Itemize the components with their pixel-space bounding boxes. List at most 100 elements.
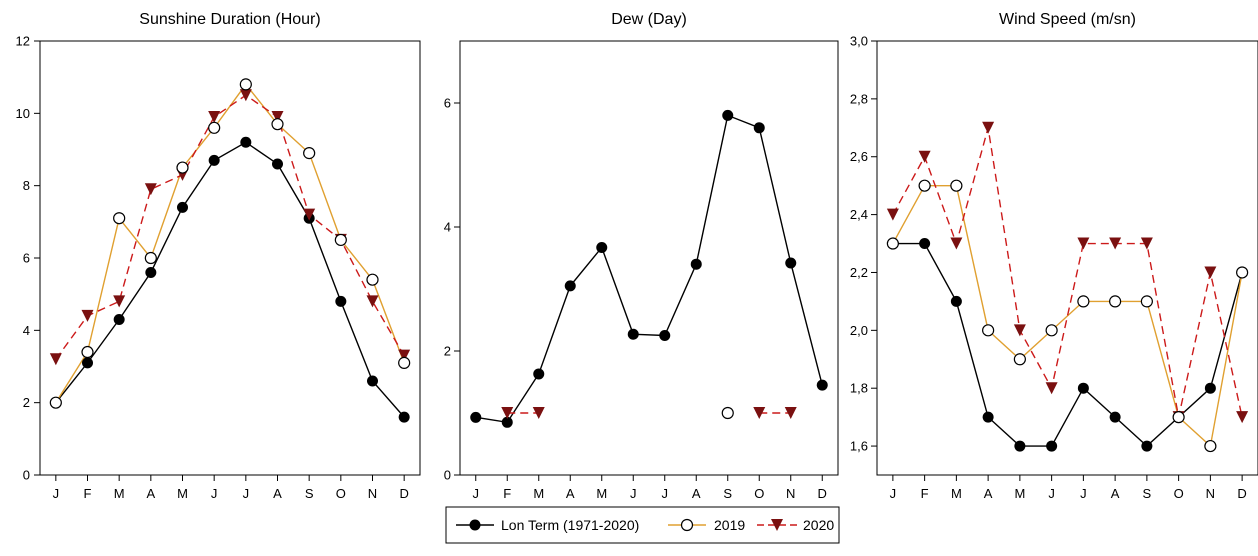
x-tick-label: J xyxy=(473,486,480,501)
point-long_term xyxy=(1077,382,1089,394)
x-tick-label: N xyxy=(786,486,795,501)
y-tick-label: 2,8 xyxy=(850,91,868,106)
point-y2019 xyxy=(398,356,411,369)
x-tick-label: A xyxy=(692,486,701,501)
x-tick-label: D xyxy=(399,486,408,501)
x-tick-label: J xyxy=(630,486,637,501)
y-tick-label: 2,4 xyxy=(850,207,868,222)
legend-2020-label: 2020 xyxy=(803,517,834,533)
x-tick-label: A xyxy=(566,486,575,501)
x-tick-label: A xyxy=(146,486,155,501)
point-long_term xyxy=(627,328,639,340)
legend-2020-marker xyxy=(771,519,783,531)
y-tick-label: 1,6 xyxy=(850,439,868,454)
x-tick-label: F xyxy=(503,486,511,501)
point-y2020 xyxy=(49,353,62,366)
point-long_term xyxy=(1014,440,1026,452)
y-tick-label: 2 xyxy=(23,395,30,410)
point-y2019 xyxy=(144,251,157,265)
point-long_term xyxy=(272,158,283,170)
point-long_term xyxy=(367,375,378,387)
point-y2020 xyxy=(1236,411,1249,424)
point-y2019 xyxy=(366,273,379,286)
chart-panels: Sunshine Duration (Hour) 0 2 4 6 8 10 12 J F M A M J J… xyxy=(16,11,1258,501)
y-tick-label: 6 xyxy=(444,96,451,111)
y-tick-label: 6 xyxy=(23,251,30,266)
chart-title: Wind Speed (m/sn) xyxy=(999,11,1136,28)
point-y2020 xyxy=(239,89,252,102)
point-y2019 xyxy=(950,179,963,192)
y-tick-label: 2,6 xyxy=(850,149,868,164)
x-tick-label: O xyxy=(754,486,764,501)
point-y2020 xyxy=(1077,237,1090,250)
point-y2020 xyxy=(398,349,411,362)
chart-panel-3: Wind Speed (m/sn) 1,6 1,8 2,0 2,2 2,4 2,6 2,8 3,… xyxy=(850,11,1258,501)
point-y2020 xyxy=(81,309,94,322)
point-long_term xyxy=(919,238,931,250)
point-y2020 xyxy=(784,407,797,419)
y-tick-label: 4 xyxy=(444,220,451,235)
point-long_term xyxy=(1141,440,1153,452)
point-y2020 xyxy=(1204,266,1217,279)
x-tick-label: J xyxy=(243,486,250,501)
point-long_term xyxy=(1046,440,1058,452)
x-tick-label: M xyxy=(596,486,607,501)
legend-long-term-label: Lon Term (1971-2020) xyxy=(501,517,639,533)
series-line-long_term xyxy=(55,141,405,418)
series-line-long_term xyxy=(475,114,823,424)
series-line-y2020 xyxy=(55,94,405,360)
point-long_term xyxy=(1204,382,1216,394)
point-y2020 xyxy=(950,237,963,250)
point-y2020 xyxy=(501,407,514,419)
x-tick-label: J xyxy=(53,486,60,501)
point-long_term xyxy=(722,109,734,121)
point-y2020 xyxy=(1140,237,1153,250)
y-tick-label: 12 xyxy=(16,34,30,49)
point-long_term xyxy=(398,411,410,423)
point-long_term xyxy=(1109,411,1121,423)
x-tick-label: M xyxy=(1014,486,1025,501)
point-y2019 xyxy=(49,396,62,409)
chart-title: Sunshine Duration (Hour) xyxy=(139,11,320,28)
x-tick-label: J xyxy=(211,486,218,501)
point-y2020 xyxy=(1045,382,1058,395)
point-y2019 xyxy=(1140,295,1153,308)
point-long_term xyxy=(982,411,994,423)
point-long_term xyxy=(785,257,797,269)
x-tick-label: M xyxy=(533,486,544,501)
legend-long-term-marker xyxy=(469,519,481,531)
point-y2020 xyxy=(918,150,931,163)
point-long_term xyxy=(470,411,482,423)
x-tick-label: F xyxy=(921,486,929,501)
point-y2020 xyxy=(144,183,157,196)
legend-2019-marker xyxy=(680,518,694,532)
y-tick-label: 4 xyxy=(23,323,30,338)
point-y2020 xyxy=(113,295,126,308)
series-line-y2020 xyxy=(892,127,1243,418)
point-long_term xyxy=(240,136,252,148)
point-long_term xyxy=(177,201,188,213)
x-tick-label: M xyxy=(114,486,125,501)
point-y2019 xyxy=(1236,266,1249,279)
point-long_term xyxy=(145,266,157,278)
point-y2019 xyxy=(208,121,221,134)
point-y2020 xyxy=(303,208,316,221)
point-long_term xyxy=(950,295,962,307)
point-long_term xyxy=(501,416,513,428)
point-y2019 xyxy=(721,406,734,420)
x-tick-label: O xyxy=(336,486,346,501)
x-tick-label: J xyxy=(662,486,669,501)
x-tick-label: N xyxy=(1206,486,1215,501)
point-long_term xyxy=(533,368,545,380)
point-long_term xyxy=(753,122,765,134)
point-y2019 xyxy=(176,161,189,174)
point-y2019 xyxy=(1045,324,1058,337)
x-tick-label: J xyxy=(890,486,897,501)
point-long_term xyxy=(82,357,93,369)
point-y2020 xyxy=(982,121,995,134)
point-y2020 xyxy=(1109,237,1122,250)
point-y2020 xyxy=(208,110,221,123)
point-long_term xyxy=(208,154,220,166)
